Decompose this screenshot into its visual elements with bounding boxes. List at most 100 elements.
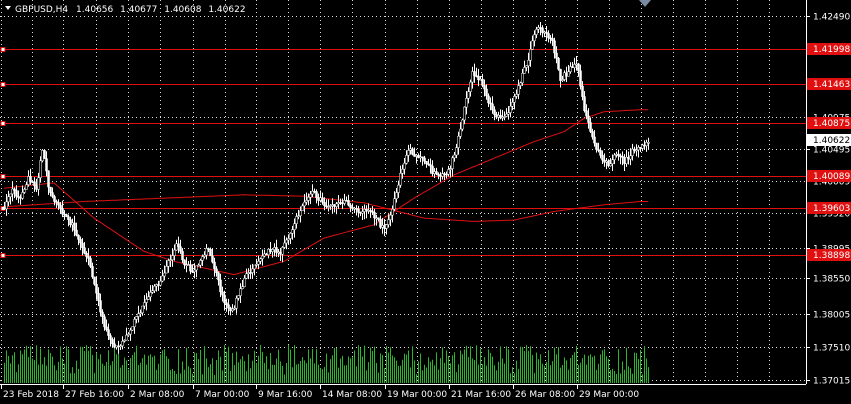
candle-up — [397, 184, 400, 193]
candle-up — [139, 312, 142, 315]
candle-up — [253, 264, 256, 270]
candle-down — [99, 300, 102, 313]
time-tick-label: 21 Mar 16:00 — [451, 390, 511, 400]
price-level-badge — [807, 78, 851, 90]
price-level-badges: 1.41998 1.41463 1.40875 1.40089 1.39603 1.388… — [807, 43, 851, 261]
candle-up — [611, 159, 614, 165]
candle-up — [319, 197, 322, 201]
candle-down — [481, 78, 484, 86]
candle-up — [267, 248, 270, 256]
candle-up — [301, 205, 304, 212]
price-level-anchor — [0, 82, 6, 87]
candle-up — [187, 264, 190, 266]
candle-down — [549, 37, 552, 40]
candle-up — [537, 27, 540, 30]
time-tick-label: 2 Mar 08:00 — [130, 390, 185, 400]
candle-up — [335, 203, 338, 207]
candle-down — [47, 170, 50, 188]
candle-down — [67, 216, 70, 220]
price-tick-label: 1.38005 — [813, 311, 850, 321]
candle-down — [595, 142, 598, 150]
symbol-label: GBPUSD,H4 — [15, 5, 68, 15]
price-level-anchor — [0, 121, 6, 126]
candle-down — [279, 251, 282, 255]
candle-up — [519, 82, 522, 86]
candle-up — [307, 197, 310, 201]
candle-down — [35, 185, 38, 190]
candle-up — [561, 79, 564, 81]
candle-up — [281, 247, 284, 255]
candle-down — [31, 181, 34, 183]
candle-up — [305, 200, 308, 203]
candle-up — [569, 66, 572, 72]
candle-up — [375, 217, 378, 220]
candle-down — [87, 256, 90, 259]
candle-down — [101, 311, 104, 317]
candle-down — [17, 196, 20, 198]
candle-down — [437, 173, 440, 176]
candle-down — [545, 31, 548, 34]
candle-down — [589, 122, 592, 132]
candle-down — [107, 329, 110, 336]
candle-down — [321, 197, 324, 203]
price-level-label: 1.40089 — [813, 172, 850, 182]
candle-down — [435, 171, 438, 175]
candle-up — [455, 147, 458, 156]
candle-up — [625, 157, 628, 164]
candle-down — [383, 225, 386, 229]
candle-up — [507, 112, 510, 115]
candle-up — [257, 261, 260, 265]
candle-down — [219, 279, 222, 293]
price-level-label: 1.41463 — [813, 80, 850, 90]
candle-down — [379, 219, 382, 228]
candle-up — [441, 173, 444, 177]
candle-up — [509, 106, 512, 113]
candle-down — [365, 209, 368, 211]
candle-up — [131, 326, 134, 331]
candle-down — [51, 192, 54, 197]
candle-down — [183, 259, 186, 266]
candle-up — [197, 264, 200, 267]
candle-up — [273, 247, 276, 250]
candle-up — [531, 40, 534, 50]
candle-up — [497, 115, 500, 118]
candle-up — [241, 286, 244, 289]
candle-up — [403, 162, 406, 170]
candle-up — [517, 85, 520, 95]
candle-down — [69, 219, 72, 226]
candle-up — [205, 248, 208, 256]
candle-down — [617, 153, 620, 157]
candle-up — [9, 193, 12, 197]
candle-up — [251, 268, 254, 273]
time-tick-label: 7 Mar 00:00 — [195, 390, 250, 400]
candle-up — [201, 256, 204, 261]
candle-down — [249, 272, 252, 274]
ma-slow-line — [3, 194, 648, 222]
candle-up — [471, 71, 474, 83]
candle-down — [43, 150, 46, 159]
candle-down — [633, 148, 636, 152]
candle-up — [367, 210, 370, 212]
candle-down — [377, 217, 380, 220]
candle-up — [303, 201, 306, 207]
candle-down — [351, 207, 354, 209]
candle-down — [483, 85, 486, 90]
chart-shift-icon[interactable] — [639, 0, 651, 7]
grid — [0, 0, 806, 384]
candle-down — [431, 165, 434, 174]
candle-up — [393, 198, 396, 210]
candle-down — [81, 242, 84, 249]
candle-up — [573, 64, 576, 68]
candle-down — [597, 149, 600, 151]
candle-down — [77, 235, 80, 240]
time-axis-labels: 23 Feb 2018 27 Feb 16:00 2 Mar 08:00 7 Mar … — [1, 384, 639, 400]
candle-up — [609, 163, 612, 167]
candle-down — [89, 258, 92, 267]
candle-down — [93, 276, 96, 285]
candle-up — [239, 288, 242, 296]
chart-menu-icon[interactable] — [5, 6, 11, 10]
price-level-label: 1.41998 — [813, 45, 850, 55]
candle-up — [119, 345, 122, 348]
candle-down — [97, 292, 100, 301]
